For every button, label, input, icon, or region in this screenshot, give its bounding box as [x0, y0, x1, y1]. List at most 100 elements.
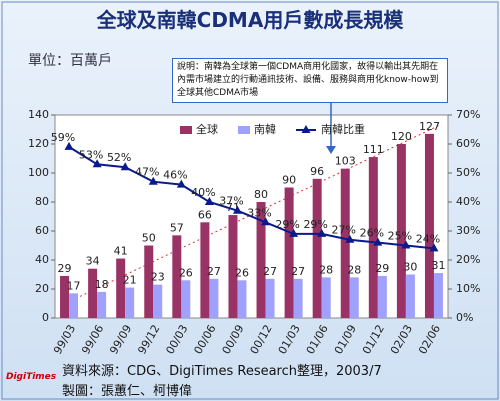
value-label: 57	[170, 221, 184, 234]
line-value-label: 53%	[79, 148, 103, 161]
line-marker	[148, 176, 158, 185]
line-marker	[92, 159, 102, 168]
line-value-label: 52%	[107, 151, 131, 164]
x-tick-label: 01/12	[360, 323, 387, 357]
value-label: 18	[95, 278, 109, 291]
note-arrow-head	[326, 146, 336, 154]
line-marker	[232, 205, 242, 214]
value-label: 28	[319, 263, 333, 276]
bar	[60, 275, 70, 318]
x-tick-label: 99/09	[107, 323, 134, 357]
unit-label: 單位：百萬戶	[28, 53, 112, 69]
value-label: 26	[179, 266, 193, 279]
line	[68, 146, 435, 250]
bar	[340, 168, 350, 318]
y-tick-label: 20	[35, 282, 49, 295]
line-value-label: 25%	[388, 230, 412, 243]
value-label: 27	[263, 265, 277, 278]
line-marker	[373, 237, 383, 246]
x-tick-label: 00/12	[248, 323, 275, 357]
y-tick-label: 120	[28, 137, 49, 150]
bar	[368, 157, 378, 318]
y2-tick-label: 30%	[456, 224, 480, 237]
line-value-label: 46%	[163, 169, 187, 182]
bar	[349, 277, 359, 318]
value-label: 30	[403, 261, 417, 274]
value-label: 17	[67, 279, 81, 292]
credit: 製圖：張蕙仁、柯博偉	[62, 384, 193, 399]
x-tick-label: 99/06	[79, 323, 106, 357]
value-label: 96	[310, 165, 324, 178]
line-marker	[429, 243, 439, 252]
bar	[125, 287, 135, 318]
line-marker	[261, 217, 271, 226]
legend-label: 南韓比重	[321, 122, 365, 136]
y-tick-label: 60	[35, 224, 49, 237]
x-tick-label: 01/03	[276, 323, 303, 357]
line-value-label: 40%	[191, 186, 215, 199]
line-marker	[64, 141, 74, 150]
line-marker	[401, 240, 411, 249]
bar	[265, 278, 275, 318]
value-label: 50	[142, 232, 156, 245]
line-marker	[289, 228, 299, 237]
y2-tick-label: 40%	[456, 195, 480, 208]
line-value-label: 59%	[51, 131, 75, 144]
x-tick-label: 99/12	[135, 323, 162, 357]
bar	[153, 284, 163, 318]
value-label: 103	[335, 155, 356, 168]
x-tick-label: 00/06	[191, 323, 218, 357]
value-label: 34	[86, 255, 100, 268]
x-tick-label: 01/09	[332, 323, 359, 357]
chart-title: 全球及南韓CDMA用戶數成長規模	[96, 8, 404, 32]
bar	[116, 258, 126, 318]
bar	[209, 278, 219, 318]
y2-tick-label: 20%	[456, 253, 480, 266]
x-tick-label: 00/03	[163, 323, 190, 357]
value-label: 111	[363, 143, 384, 156]
bar	[377, 275, 387, 318]
line-value-label: 29%	[275, 218, 299, 231]
value-label: 29	[58, 262, 72, 275]
source: 資料來源：CDG、DigiTimes Research整理，2003/7	[62, 364, 382, 379]
value-label: 28	[347, 263, 361, 276]
y2-tick-label: 60%	[456, 137, 480, 150]
bar	[144, 245, 154, 318]
y-tick-label: 40	[35, 253, 49, 266]
line-value-label: 24%	[416, 232, 440, 245]
line-value-label: 29%	[303, 218, 327, 231]
line-marker	[345, 234, 355, 243]
bar	[321, 277, 331, 318]
bar	[69, 293, 79, 318]
line-marker	[176, 179, 186, 188]
legend-label: 全球	[196, 122, 218, 136]
x-tick-label: 01/06	[304, 323, 331, 357]
x-tick-label: 99/03	[51, 323, 78, 357]
x-tick-label: 02/06	[416, 323, 443, 357]
y-tick-label: 0	[42, 311, 49, 324]
value-label: 90	[282, 174, 296, 187]
annotation: 說明：南韓為全球第一個CDMA商用化國家，故得以輸出其先期在內需市場建立的行動通…	[172, 58, 448, 103]
value-label: 41	[114, 245, 128, 258]
bar	[237, 280, 247, 318]
legend-label: 南韓	[254, 123, 276, 136]
line-value-label: 27%	[332, 224, 356, 237]
value-label: 29	[375, 262, 389, 275]
value-label: 66	[198, 208, 212, 221]
bar	[172, 235, 182, 318]
legend-swatch	[180, 126, 192, 134]
line-marker	[204, 197, 214, 205]
bar	[405, 274, 415, 318]
x-tick-label: 00/09	[220, 323, 247, 357]
line-value-label: 37%	[219, 195, 243, 208]
y2-tick-label: 70%	[456, 108, 480, 121]
y2-tick-label: 10%	[456, 282, 480, 295]
line-marker	[317, 228, 327, 237]
bar	[396, 144, 406, 318]
value-label: 23	[151, 271, 165, 284]
bar	[312, 178, 322, 318]
bar	[181, 280, 191, 318]
